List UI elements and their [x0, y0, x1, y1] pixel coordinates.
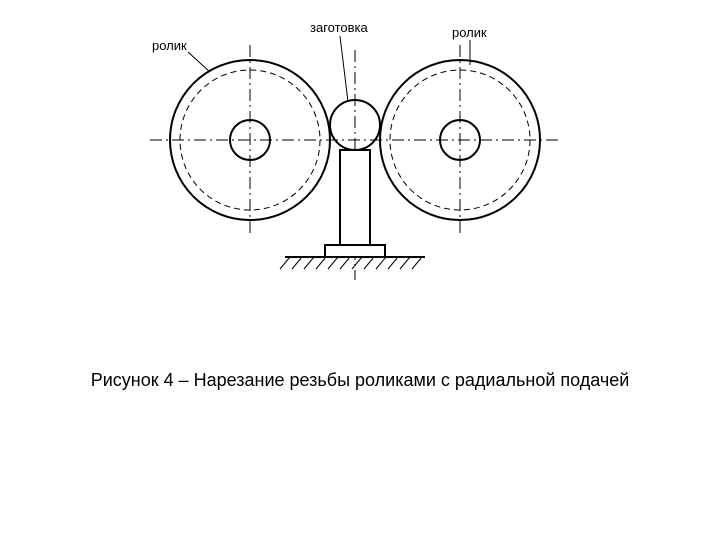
- stand-base: [325, 245, 385, 257]
- leader-workpiece: [340, 36, 348, 102]
- label-right-roller: ролик: [452, 25, 487, 40]
- label-workpiece: заготовка: [310, 20, 368, 35]
- leader-left-roller: [188, 52, 210, 72]
- ground-hatching: [280, 257, 422, 269]
- label-left-roller: ролик: [152, 38, 187, 53]
- stand-column: [340, 150, 370, 245]
- figure-caption: Рисунок 4 – Нарезание резьбы роликами с …: [0, 370, 720, 391]
- thread-rolling-diagram: [100, 10, 600, 310]
- diagram-container: ролик заготовка ролик: [100, 10, 600, 310]
